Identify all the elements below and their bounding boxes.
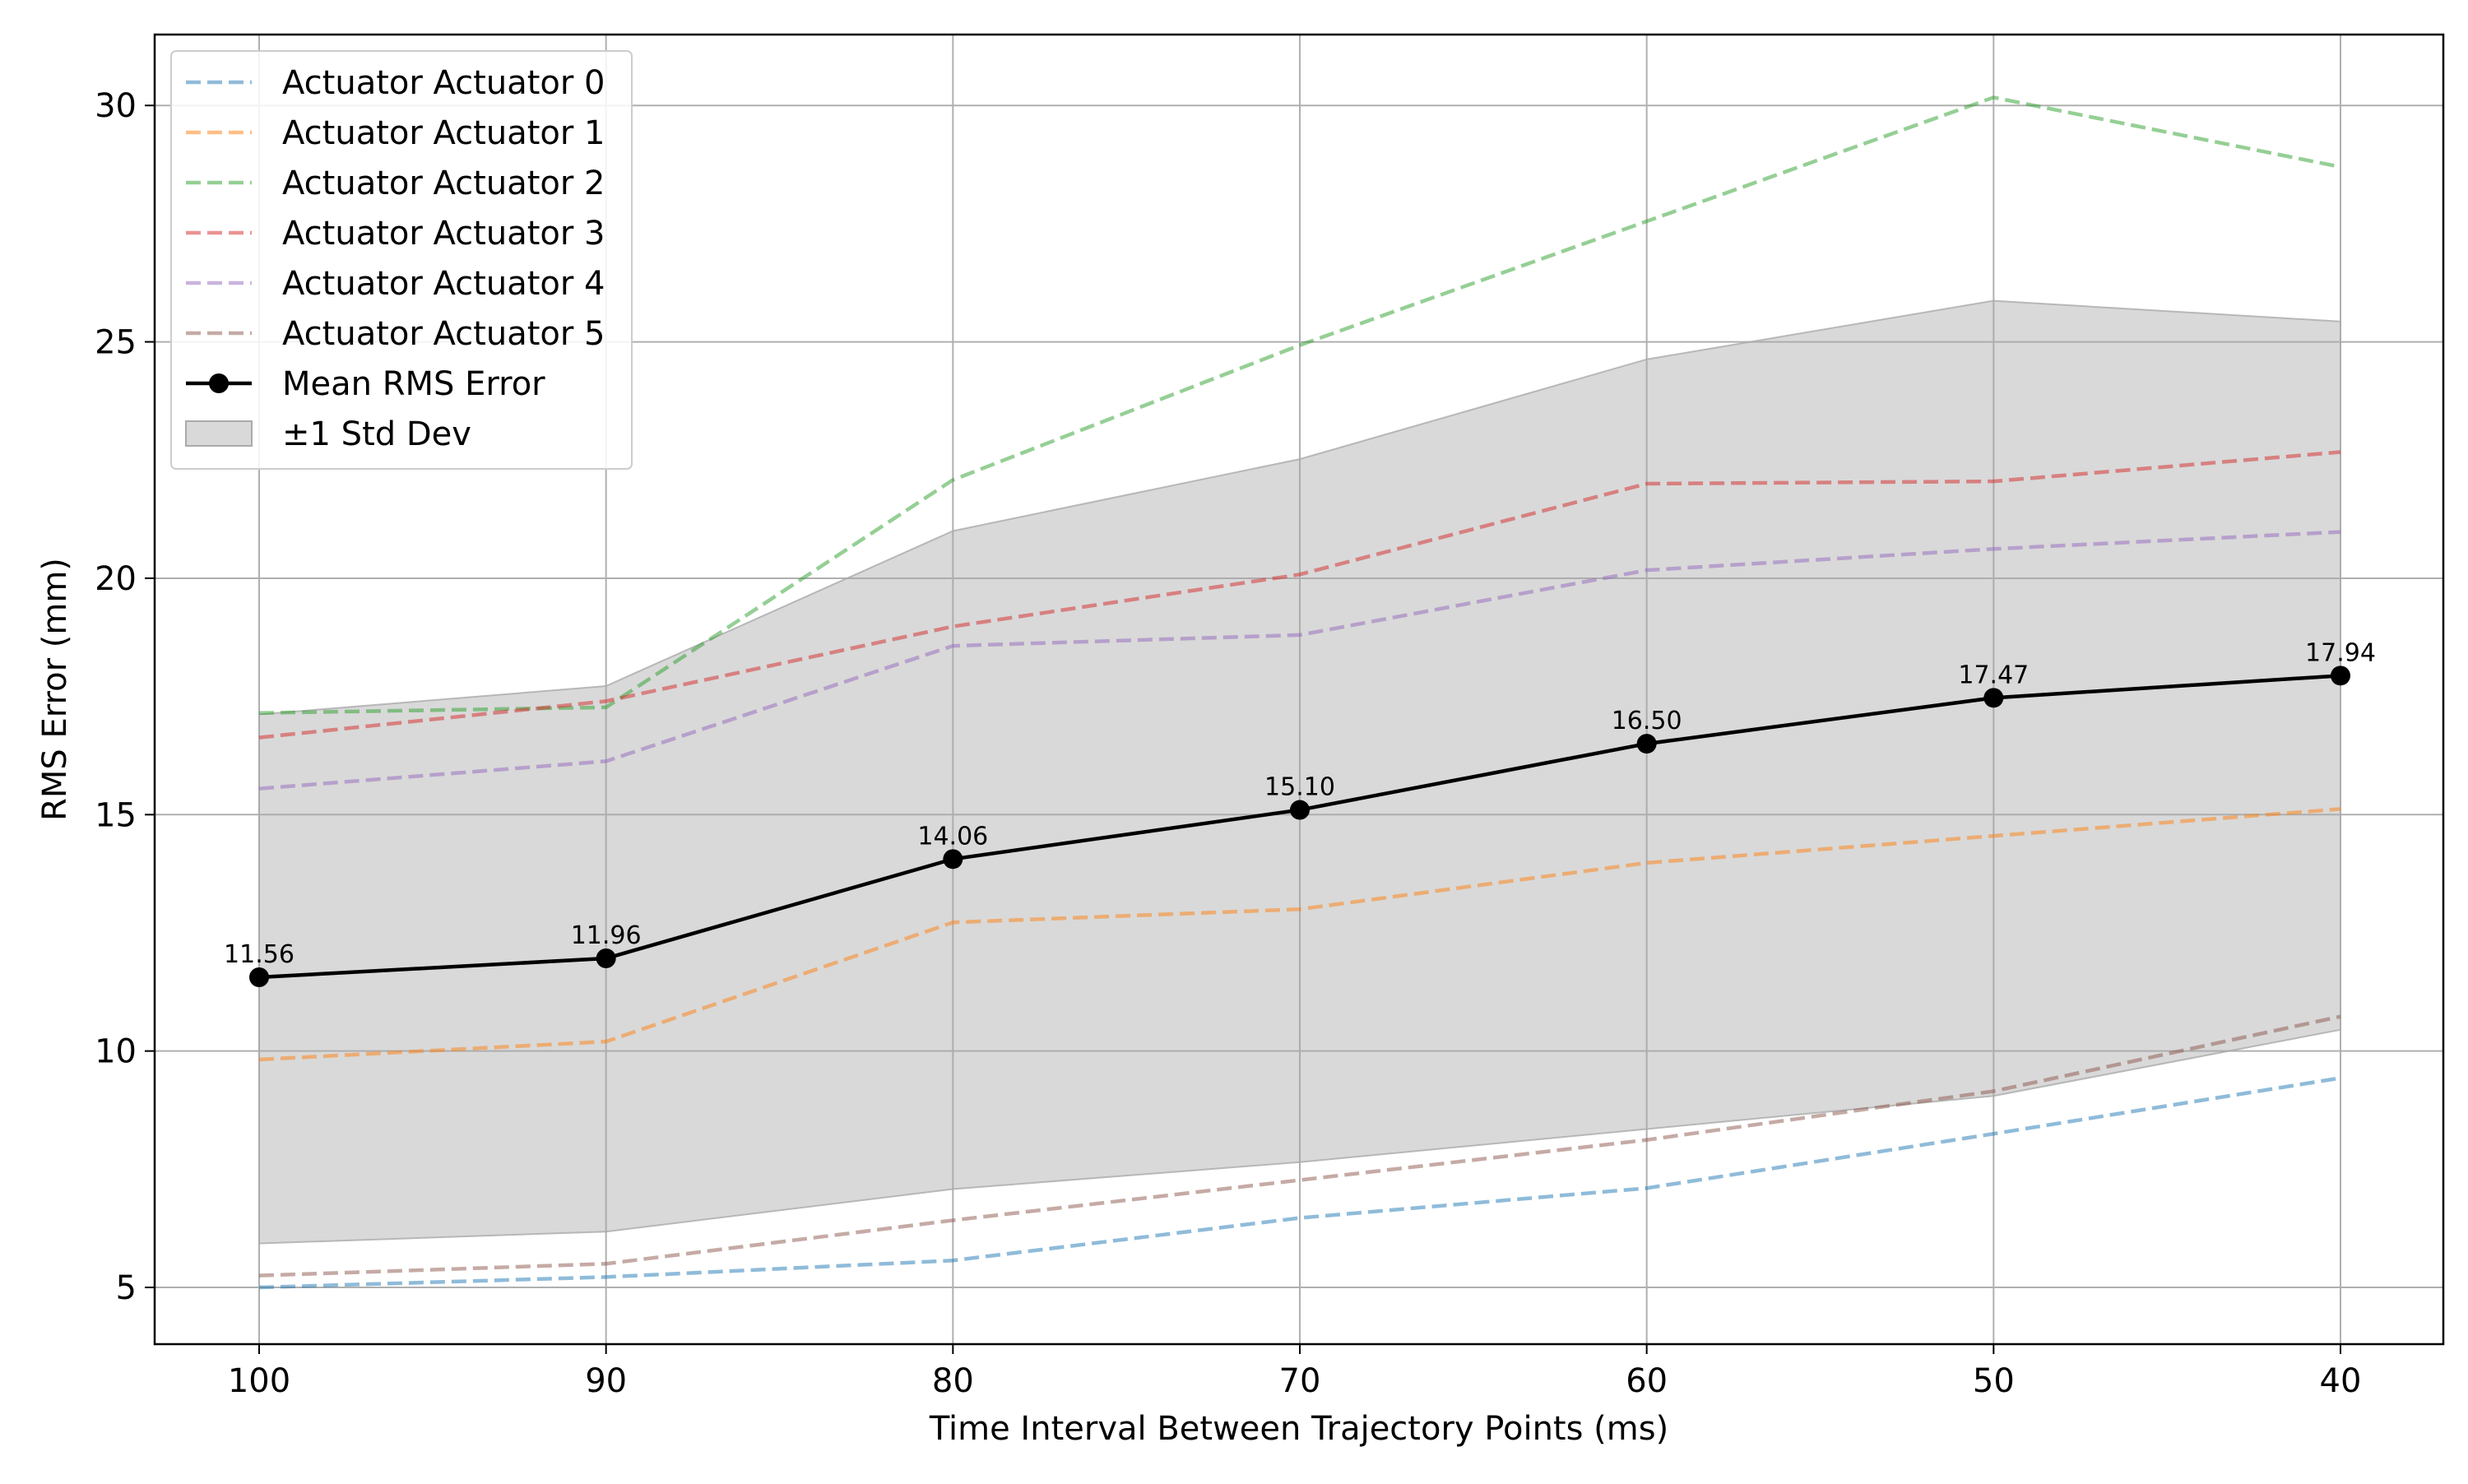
x-tick-label: 90 (585, 1362, 627, 1400)
x-tick-label: 80 (932, 1362, 974, 1400)
mean-point (249, 967, 269, 988)
y-tick-label: 20 (95, 560, 137, 598)
x-axis-label: Time Interval Between Trajectory Points … (929, 1410, 1668, 1448)
legend-label-actuator-4: Actuator Actuator 4 (282, 265, 605, 303)
legend-swatch-std-dev (185, 420, 253, 447)
mean-point (943, 849, 963, 870)
series-layer (258, 95, 2341, 1290)
mean-data-label: 17.94 (2305, 638, 2376, 667)
legend-label-std-dev: ±1 Std Dev (282, 415, 471, 453)
mean-data-label: 17.47 (1958, 661, 2029, 689)
series-line-actuator-0 (258, 1076, 2341, 1290)
x-tick-label: 100 (228, 1362, 290, 1400)
series-line-actuator-2 (258, 95, 2341, 715)
axes-layer: 100 90 80 70 60 50 40 5 10 15 20 25 30 (95, 87, 2361, 1400)
mean-point (2331, 665, 2350, 686)
mean-data-label: 11.56 (224, 940, 295, 969)
x-tick-label: 60 (1626, 1362, 1668, 1400)
y-tick-label: 5 (116, 1269, 137, 1307)
y-tick-label: 30 (95, 87, 137, 125)
legend-label-actuator-5: Actuator Actuator 5 (282, 315, 605, 353)
legend-label-mean: Mean RMS Error (282, 365, 545, 403)
x-tick-label: 70 (1279, 1362, 1321, 1400)
x-tick-label: 40 (2320, 1362, 2362, 1400)
mean-data-label: 11.96 (571, 921, 642, 950)
std-dev-band (258, 299, 2341, 1245)
mean-point (1636, 734, 1657, 754)
series-line-actuator-1 (258, 807, 2341, 1062)
legend-label-actuator-0: Actuator Actuator 0 (282, 64, 605, 102)
legend-label-actuator-1: Actuator Actuator 1 (282, 114, 605, 152)
series-line-actuator-3 (258, 450, 2341, 740)
y-tick-label: 10 (95, 1033, 137, 1071)
std-dev-band-layer (258, 299, 2341, 1245)
legend-marker-mean (209, 373, 229, 393)
mean-data-label: 16.50 (1612, 707, 1682, 735)
legend-label-actuator-3: Actuator Actuator 3 (282, 215, 605, 253)
y-tick-label: 15 (95, 796, 137, 834)
mean-series-layer: 11.56 11.96 14.06 15.10 16.50 17.47 17.94 (224, 638, 2376, 988)
legend-box (170, 50, 633, 470)
y-axis-label: RMS Error (mm) (36, 558, 74, 821)
x-tick-label: 50 (1973, 1362, 2015, 1400)
legend: Actuator Actuator 0 Actuator Actuator 1 Ac… (170, 50, 633, 470)
mean-point (1983, 688, 2004, 708)
mean-data-label: 14.06 (917, 822, 988, 851)
y-tick-label: 25 (95, 324, 137, 362)
series-line-actuator-5 (258, 1014, 2341, 1278)
mean-point (1290, 800, 1310, 820)
legend-label-actuator-2: Actuator Actuator 2 (282, 165, 605, 202)
series-line-actuator-4 (258, 530, 2341, 791)
mean-point (596, 948, 616, 969)
mean-data-label: 15.10 (1264, 773, 1335, 802)
